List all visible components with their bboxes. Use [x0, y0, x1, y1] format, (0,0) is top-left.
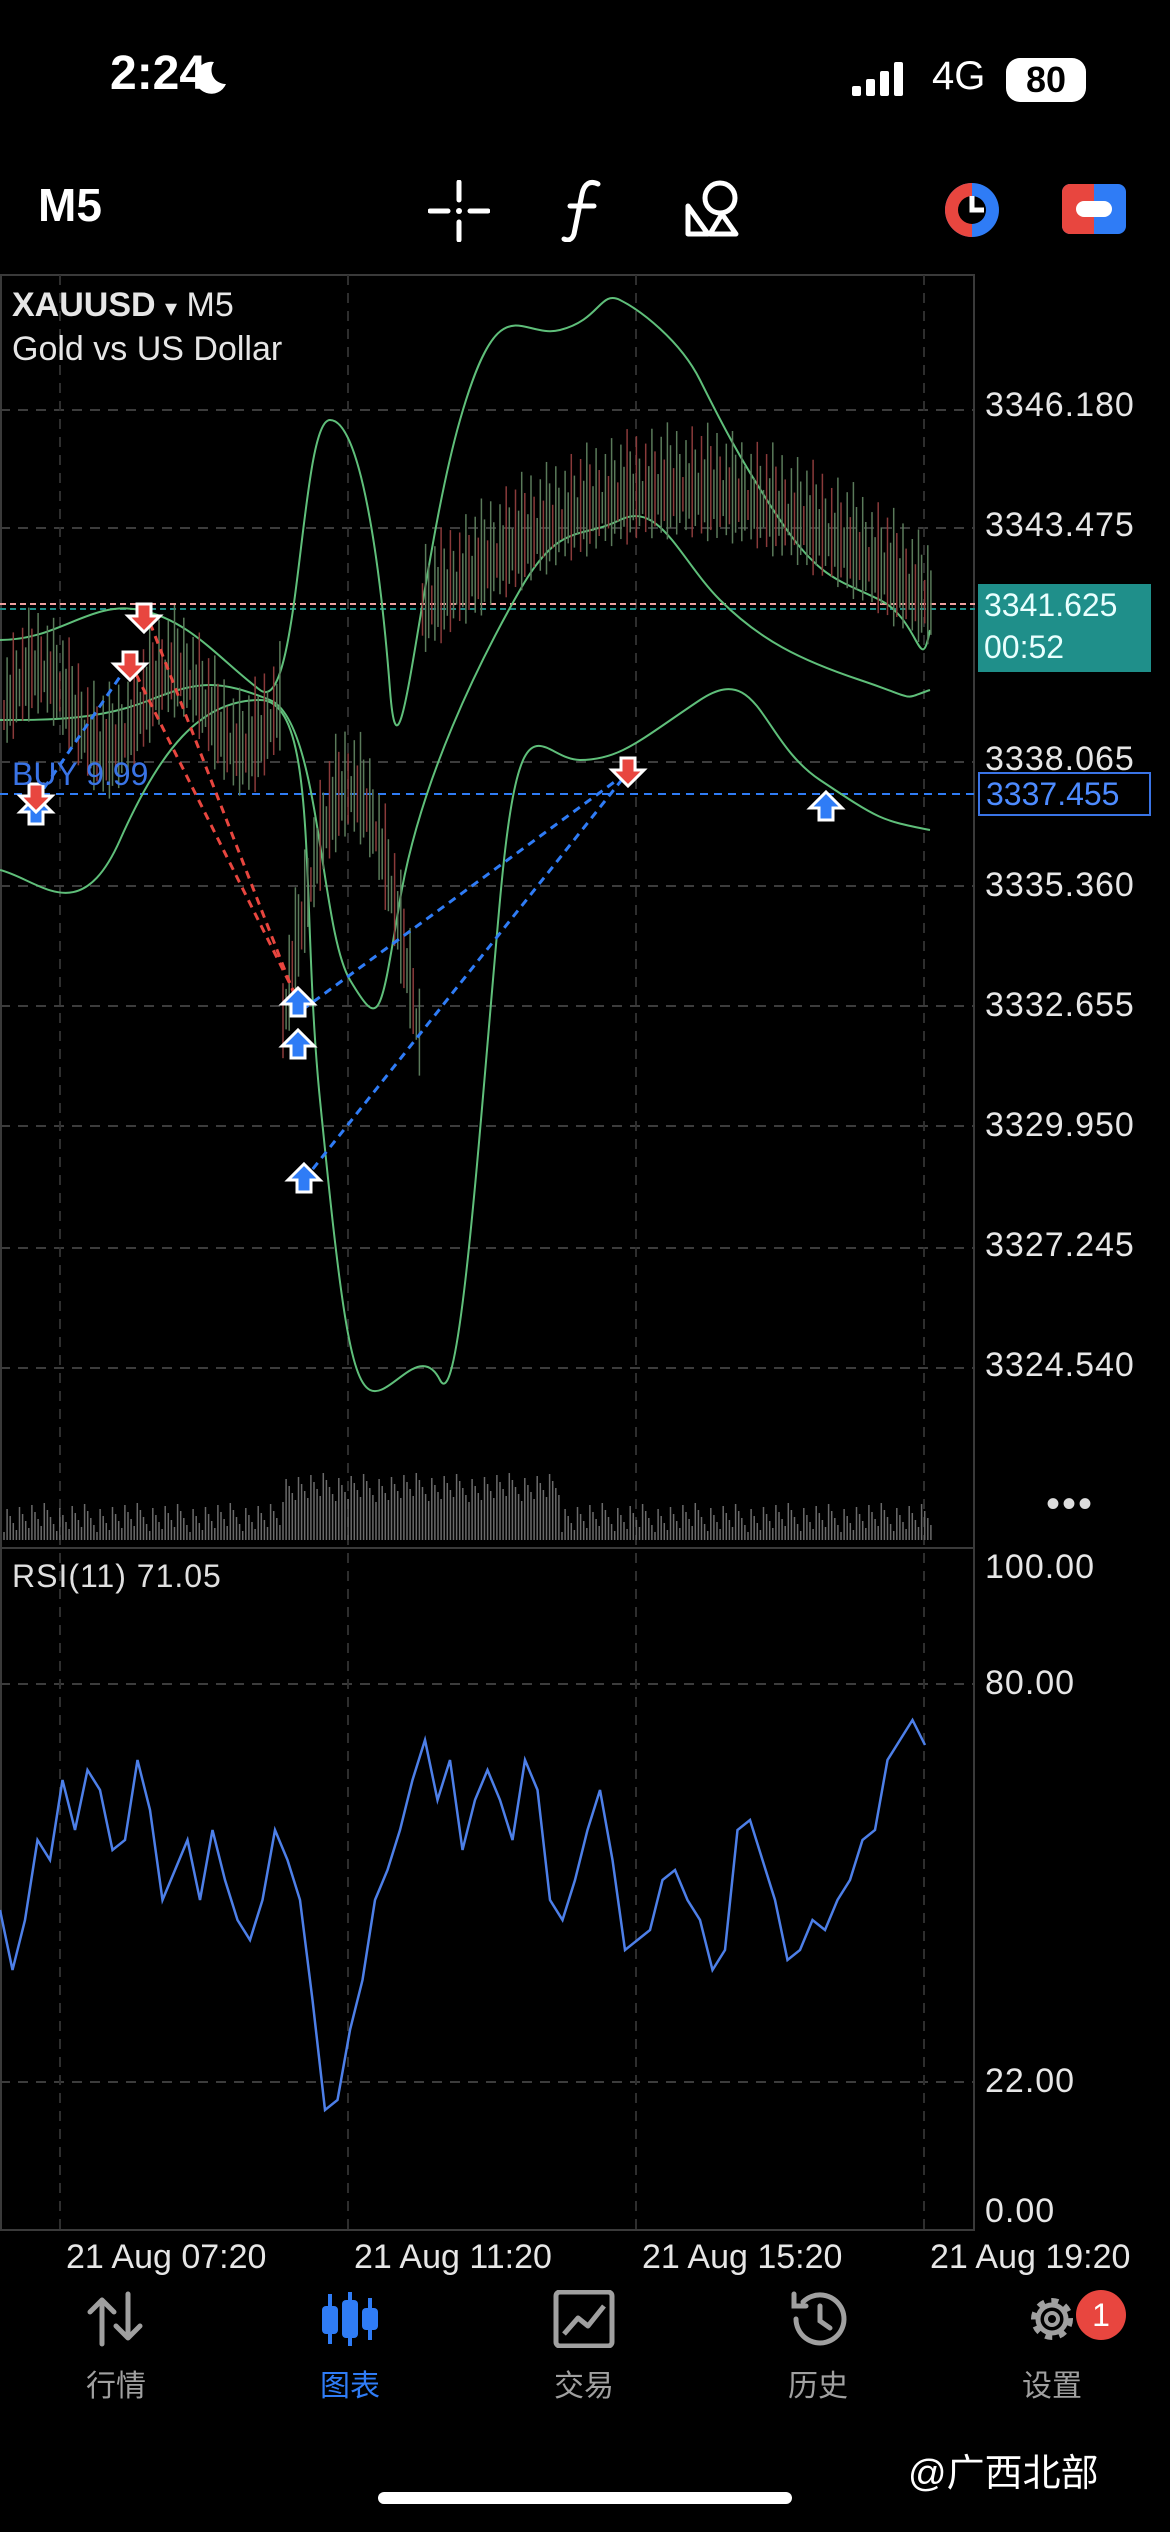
- current-price-tag: 3341.625 00:52: [978, 584, 1151, 672]
- timeframe-button[interactable]: M5: [38, 179, 102, 231]
- time-label: 21 Aug 11:20: [354, 2238, 552, 2276]
- switch-icon[interactable]: [1062, 184, 1126, 234]
- price-chart[interactable]: [0, 270, 1170, 2250]
- chart-icon: [322, 2292, 378, 2346]
- tab-quotes[interactable]: 行情: [26, 2290, 206, 2405]
- symbol-selector[interactable]: XAUUSD ▾ M5: [12, 286, 234, 324]
- home-indicator[interactable]: [378, 2492, 792, 2504]
- trade-connector: [302, 771, 630, 1181]
- more-button[interactable]: •••: [1046, 1482, 1095, 1526]
- price-label: 3327.245: [985, 1226, 1135, 1264]
- sell-arrow: [110, 650, 150, 683]
- network-type: 4G: [932, 54, 986, 98]
- price-label: 3343.475: [985, 506, 1135, 544]
- position-label[interactable]: BUY 9.99: [12, 756, 149, 792]
- chart-frame: [0, 274, 975, 2231]
- current-price: 3341.625: [984, 587, 1118, 623]
- position-price-tag: 3337.455: [978, 772, 1151, 816]
- price-label: 3332.655: [985, 986, 1135, 1024]
- trade-icon: [553, 2289, 615, 2349]
- buy-arrow: [278, 1027, 318, 1060]
- time-label: 21 Aug 19:20: [930, 2238, 1131, 2276]
- tab-history[interactable]: 历史: [728, 2290, 908, 2405]
- history-icon: [791, 2291, 847, 2346]
- settings-badge: 1: [1076, 2290, 1126, 2340]
- rsi-line: [0, 1717, 927, 2113]
- rsi-level-label: 0.00: [985, 2192, 1056, 2230]
- bottom-tab-bar: 行情 图表 交易 历史 设置: [0, 2289, 1170, 2440]
- symbol-description: Gold vs US Dollar: [12, 330, 283, 368]
- signal-icon: [852, 62, 903, 96]
- settings-icon: [1031, 2298, 1073, 2340]
- buy-arrow: [806, 789, 846, 822]
- price-label: 3329.950: [985, 1106, 1135, 1144]
- price-label: 3338.065: [985, 740, 1135, 778]
- moon-icon: [195, 61, 226, 94]
- rsi-level-label: 100.00: [985, 1548, 1095, 1586]
- sell-arrow: [16, 782, 56, 815]
- one-click-trading-icon[interactable]: [940, 180, 1004, 240]
- quotes-icon: [87, 2291, 143, 2347]
- price-label: 3324.540: [985, 1346, 1135, 1384]
- tab-chart[interactable]: 图表: [260, 2290, 440, 2405]
- watermark: @广西北部: [908, 2453, 1099, 2495]
- bar-countdown: 00:52: [984, 629, 1065, 665]
- trade-connector: [301, 770, 629, 1012]
- price-label: 3335.360: [985, 866, 1135, 904]
- crosshair-icon[interactable]: [428, 180, 490, 242]
- rsi-level-label: 80.00: [985, 1664, 1076, 1702]
- buy-arrow: [278, 985, 318, 1018]
- rsi-label: RSI(11) 71.05: [12, 1558, 222, 1594]
- time-label: 21 Aug 15:20: [642, 2238, 843, 2276]
- shapes-icon[interactable]: [680, 176, 742, 238]
- tab-trade[interactable]: 交易: [494, 2289, 674, 2405]
- status-bar: 2:24 4G 80: [0, 0, 1170, 150]
- trade-connector: [128, 661, 302, 1005]
- time-label: 21 Aug 07:20: [66, 2238, 267, 2276]
- status-time: 2:24: [110, 47, 207, 100]
- tab-settings[interactable]: 设置: [962, 2290, 1142, 2405]
- buy-arrow: [284, 1161, 324, 1194]
- battery-level: 80: [1006, 58, 1086, 102]
- sell-arrow: [124, 602, 164, 635]
- trade-connector: [143, 609, 300, 1005]
- bollinger-band: [0, 515, 931, 1010]
- price-label: 3346.180: [985, 386, 1135, 424]
- rsi-level-label: 22.00: [985, 2062, 1076, 2100]
- function-icon[interactable]: [560, 178, 606, 242]
- sell-arrow: [608, 756, 648, 789]
